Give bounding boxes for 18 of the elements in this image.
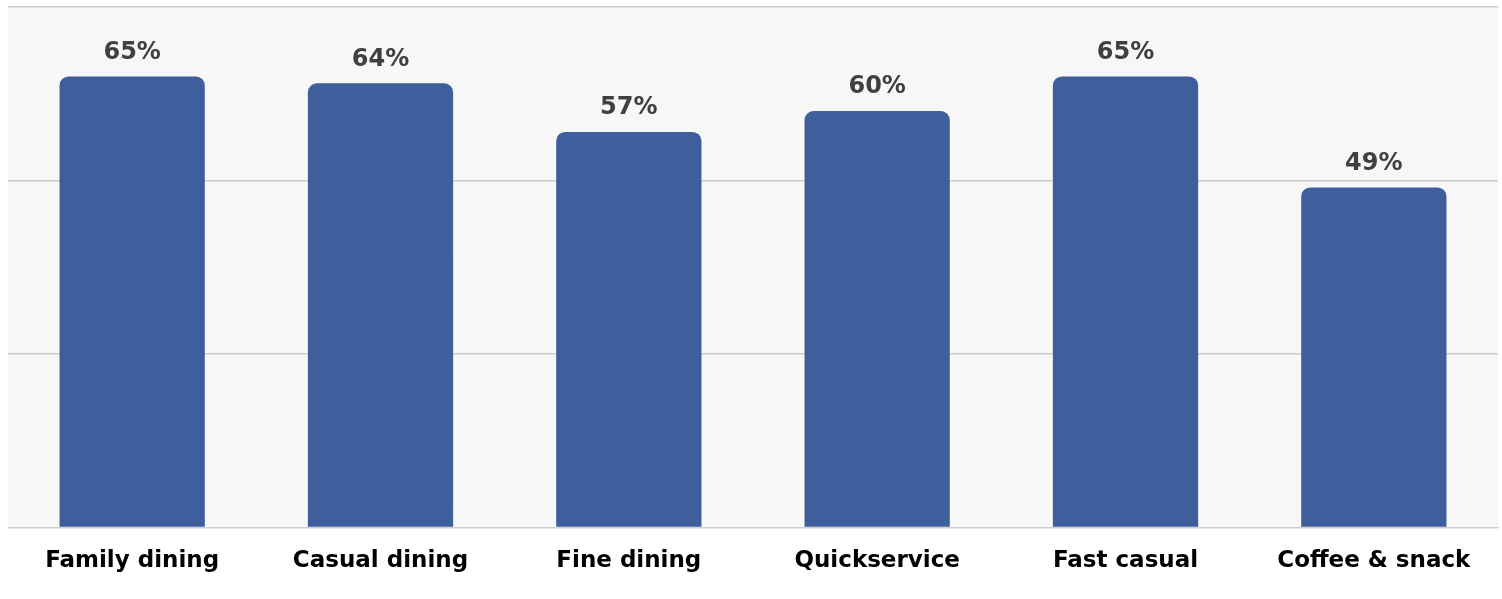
x-tick-label: Coffee & snack — [1277, 546, 1472, 573]
data-label: 57% — [600, 92, 658, 121]
x-tick-label: Casual dining — [292, 546, 469, 573]
x-tick-label: Fast casual — [1052, 546, 1199, 573]
bar — [1052, 76, 1199, 527]
bar — [556, 131, 702, 527]
bar — [307, 83, 454, 527]
data-label: 60% — [848, 71, 906, 100]
bar — [59, 76, 205, 527]
x-tick-label: Fine dining — [556, 546, 702, 573]
data-label: 49% — [1345, 147, 1403, 176]
x-tick-label: Family dining — [45, 546, 220, 573]
bar — [1301, 187, 1447, 527]
data-label: 65% — [1096, 36, 1155, 65]
bar — [804, 111, 950, 527]
data-label: 65% — [103, 36, 161, 65]
data-label: 64% — [351, 43, 410, 72]
x-tick-label: Quickservice — [794, 546, 960, 573]
